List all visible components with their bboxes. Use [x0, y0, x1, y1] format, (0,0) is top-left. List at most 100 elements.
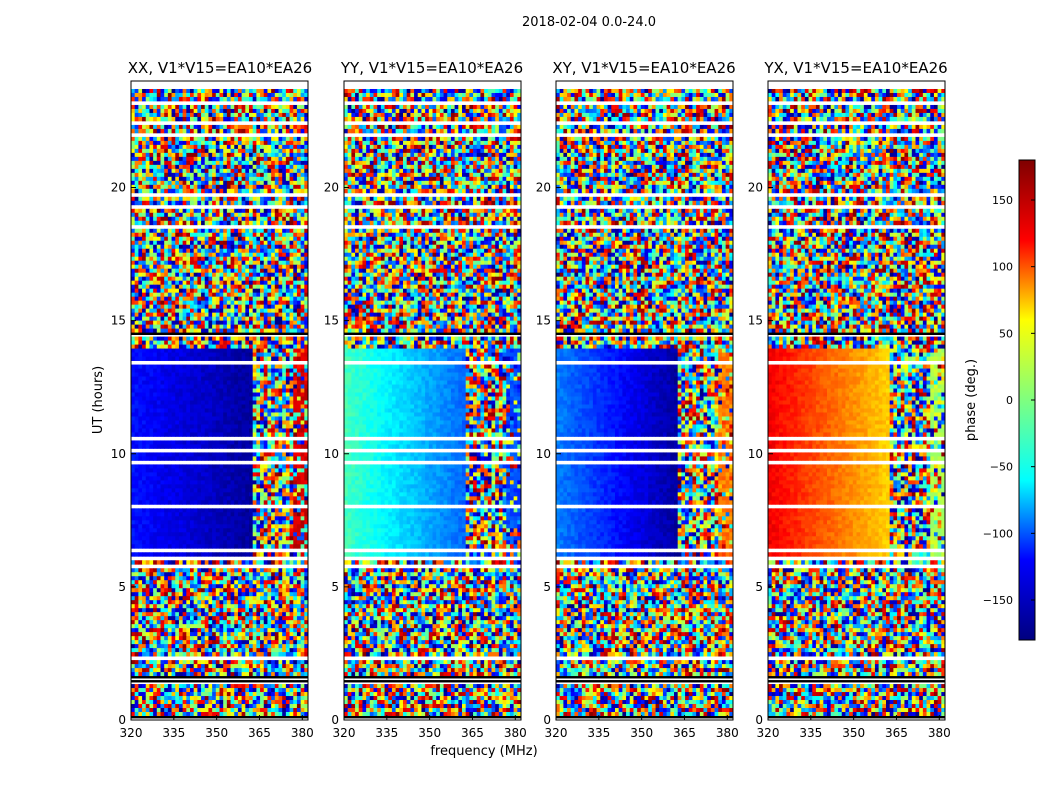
phase-cell — [142, 356, 147, 361]
phase-cell — [201, 496, 206, 501]
phase-cell — [278, 484, 283, 489]
phase-cell — [215, 528, 220, 533]
phase-cell — [296, 300, 302, 306]
phase-cell — [182, 532, 187, 537]
phase-cell — [178, 372, 184, 377]
phase-cell — [267, 544, 272, 549]
phase-cell — [153, 432, 158, 437]
phase-cell — [208, 420, 213, 425]
phase-cell — [212, 356, 217, 361]
phase-cell — [142, 424, 147, 429]
phase-cell — [138, 240, 143, 246]
phase-cell — [226, 412, 231, 417]
phase-cell — [149, 404, 154, 409]
phase-cell — [175, 240, 180, 246]
phase-cell — [182, 272, 187, 278]
phase-cell — [204, 404, 209, 409]
phase-cell — [190, 500, 195, 505]
phase-cell — [304, 168, 308, 174]
phase-cell — [296, 128, 302, 134]
phase-cell — [219, 216, 224, 222]
phase-cell — [212, 160, 217, 166]
phase-cell — [245, 320, 250, 326]
phase-cell — [197, 440, 202, 445]
phase-cell — [237, 388, 243, 393]
phase-cell — [215, 144, 220, 150]
phase-cell — [171, 172, 176, 178]
phase-cell — [237, 432, 243, 437]
phase-cell — [208, 472, 213, 477]
phase-cell — [193, 208, 198, 214]
phase-cell — [134, 252, 139, 258]
phase-cell — [186, 272, 191, 278]
phase-cell — [223, 344, 228, 349]
phase-cell — [271, 128, 276, 134]
phase-cell — [131, 476, 136, 481]
phase-cell — [145, 184, 150, 190]
phase-cell — [190, 168, 195, 174]
phase-cell — [304, 240, 308, 246]
phase-cell — [245, 532, 250, 537]
phase-cell — [182, 280, 187, 286]
phase-cell — [282, 364, 287, 369]
phase-cell — [304, 280, 308, 286]
phase-cell — [267, 484, 272, 489]
phase-cell — [241, 352, 246, 357]
phase-cell — [256, 544, 261, 549]
phase-cell — [193, 484, 198, 489]
phase-cell — [204, 300, 209, 306]
phase-cell — [156, 356, 161, 361]
phase-cell — [274, 340, 279, 345]
phase-cell — [271, 292, 276, 298]
phase-cell — [267, 92, 272, 98]
phase-cell — [201, 276, 206, 282]
phase-cell — [223, 276, 228, 282]
phase-cell — [293, 524, 298, 529]
phase-cell — [186, 320, 191, 326]
phase-cell — [175, 492, 180, 497]
phase-cell — [249, 540, 254, 545]
phase-cell — [197, 96, 202, 102]
phase-cell — [153, 200, 158, 206]
phase-cell — [167, 500, 172, 505]
phase-cell — [278, 172, 283, 178]
phase-cell — [131, 452, 136, 457]
phase-cell — [256, 88, 261, 94]
phase-cell — [178, 148, 184, 154]
phase-cell — [263, 264, 268, 270]
phase-cell — [145, 384, 150, 389]
phase-cell — [134, 276, 139, 282]
phase-cell — [274, 412, 279, 417]
phase-cell — [267, 280, 272, 286]
phase-cell — [138, 276, 143, 282]
panel-xx: XX, V1*V15=EA10*EA26 320 335 350 365 3800510… — [111, 59, 314, 740]
phase-cell — [256, 484, 261, 489]
phase-cell — [296, 500, 302, 505]
phase-cell — [138, 184, 143, 190]
phase-cell — [267, 480, 272, 485]
phase-cell — [197, 88, 202, 94]
phase-cell — [175, 128, 180, 134]
phase-cell — [201, 492, 206, 497]
phase-cell — [296, 404, 302, 409]
phase-cell — [223, 492, 228, 497]
phase-cell — [142, 288, 147, 294]
phase-cell — [142, 164, 147, 170]
phase-cell — [175, 444, 180, 449]
phase-cell — [197, 416, 202, 421]
phase-cell — [178, 532, 184, 537]
phase-cell — [285, 384, 290, 389]
phase-cell — [193, 92, 198, 98]
phase-cell — [215, 296, 220, 302]
phase-cell — [182, 216, 187, 222]
phase-cell — [149, 144, 154, 150]
phase-cell — [134, 480, 139, 485]
phase-cell — [289, 188, 294, 194]
phase-cell — [156, 200, 161, 206]
phase-cell — [175, 308, 180, 314]
phase-cell — [149, 408, 154, 413]
phase-cell — [271, 412, 276, 417]
phase-cell — [282, 468, 287, 473]
phase-cell — [193, 424, 198, 429]
phase-cell — [186, 372, 191, 377]
